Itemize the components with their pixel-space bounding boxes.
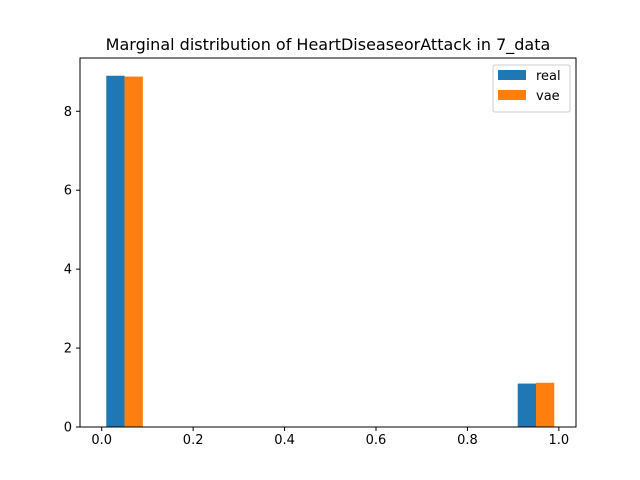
legend-swatch-vae (498, 90, 526, 100)
legend-label-vae: vae (536, 89, 560, 104)
bar-vae-0 (124, 76, 143, 428)
plot-frame (79, 57, 577, 428)
x-tick-label: 0.6 (366, 433, 387, 448)
x-tick-label: 0.4 (274, 433, 295, 448)
x-tick-label: 0.0 (91, 433, 112, 448)
y-tick-label: 0 (64, 421, 72, 436)
x-tick-label: 0.8 (457, 433, 478, 448)
y-tick-label: 6 (64, 184, 72, 199)
bar-real-0 (106, 75, 125, 427)
chart-title: Marginal distribution of HeartDiseaseorA… (106, 35, 551, 55)
bar-real-1 (517, 383, 536, 427)
y-tick-label: 8 (64, 105, 72, 120)
x-tick-label: 0.2 (183, 433, 204, 448)
legend-label-real: real (536, 69, 561, 84)
bar-vae-1 (536, 382, 555, 427)
legend: real vae (492, 64, 571, 113)
x-tick-label: 1.0 (549, 433, 570, 448)
legend-swatch-real (498, 70, 526, 80)
y-axis: 0 2 4 6 8 (64, 105, 80, 436)
y-tick-label: 2 (64, 342, 72, 357)
y-tick-label: 4 (64, 263, 72, 278)
bars-group (106, 75, 555, 428)
x-axis: 0.0 0.2 0.4 0.6 0.8 1.0 (91, 427, 569, 448)
